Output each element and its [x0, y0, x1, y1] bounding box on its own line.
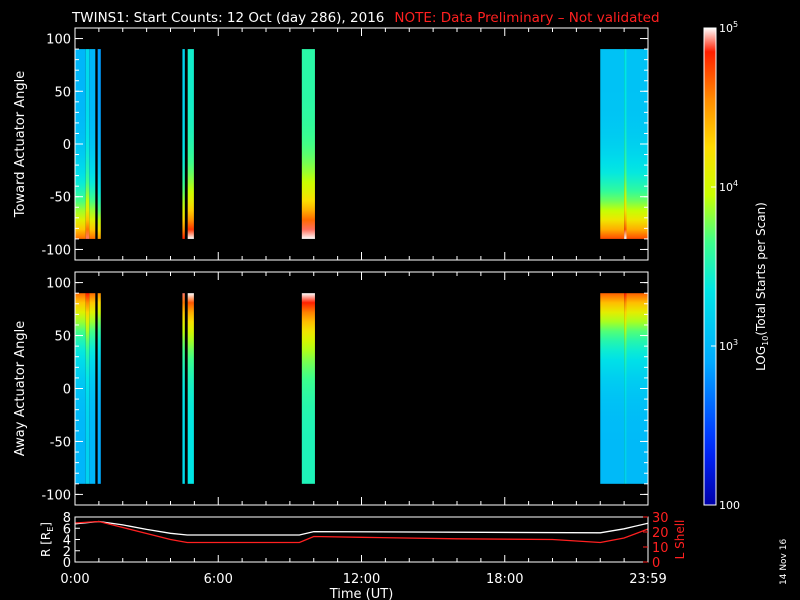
heatmap-segment	[301, 293, 315, 484]
panel-frame	[74, 27, 649, 261]
heatmap-segment	[600, 293, 625, 484]
right-tick-label: 10	[652, 541, 669, 556]
heatmap-segment	[301, 49, 315, 239]
left-tick-label: 0	[63, 556, 71, 571]
heatmap-segment	[182, 293, 185, 484]
y-tick-label: 50	[54, 85, 71, 100]
colorbar-tick-label: 100	[719, 499, 740, 512]
y-tick-label: 100	[46, 277, 71, 292]
heatmap-segment	[187, 293, 194, 484]
date-stamp: 14 Nov 16	[779, 539, 789, 585]
colorbar	[703, 27, 717, 506]
lshell-line	[74, 520, 649, 544]
left-tick-label: 6	[63, 522, 71, 537]
right-tick-label: 20	[652, 526, 669, 541]
x-tick-label: 23:59	[629, 572, 666, 587]
heatmap-segment	[85, 49, 90, 239]
y-tick-label: -100	[41, 243, 71, 258]
left-tick-label: 8	[63, 511, 71, 526]
heatmap-segment	[624, 293, 627, 484]
x-tick-label: 6:00	[204, 572, 233, 587]
plot-title-main: TWINS1: Start Counts: 12 Oct (day 286), …	[71, 10, 384, 26]
colorbar-label: LOG10(Total Starts per Scan)	[754, 202, 770, 371]
radius-line	[74, 520, 649, 536]
y-tick-label: 0	[63, 383, 71, 398]
heatmap-segment	[97, 49, 101, 239]
y-tick-label: -100	[41, 488, 71, 503]
y-axis-label: Toward Actuator Angle	[13, 71, 28, 218]
heatmap-segment	[600, 49, 625, 239]
left-tick-label: 4	[63, 534, 71, 549]
x-tick-label: 18:00	[486, 572, 523, 587]
colorbar-tick-label: 104	[719, 179, 738, 194]
x-tick-label: 0:00	[60, 572, 89, 587]
heatmap-segment	[97, 293, 101, 484]
heatmap-segment	[89, 293, 96, 484]
lshell-axis-label: L Shell	[673, 520, 687, 560]
heatmap-segment	[624, 49, 627, 239]
x-tick-label: 12:00	[343, 572, 380, 587]
y-axis-label: Away Actuator Angle	[13, 321, 28, 456]
heatmap-segment	[85, 293, 90, 484]
radius-axis-label: R [RE]	[39, 522, 55, 557]
right-tick-label: 0	[652, 556, 660, 571]
heatmap-segment	[187, 49, 194, 239]
colorbar-tick-label: 105	[719, 20, 738, 35]
panel-frame	[74, 271, 649, 506]
heatmap-segment	[626, 293, 648, 484]
heatmap-segment	[89, 49, 96, 239]
colorbar-tick-label: 103	[719, 338, 738, 353]
y-tick-label: -50	[50, 435, 71, 450]
preliminary-note: NOTE: Data Preliminary – Not validated	[394, 10, 659, 26]
x-axis-label: Time (UT)	[329, 587, 394, 600]
y-tick-label: 50	[54, 330, 71, 345]
y-tick-label: -50	[50, 191, 71, 206]
heatmap-segment	[626, 49, 648, 239]
left-tick-label: 2	[63, 545, 71, 560]
heatmap-segment	[182, 49, 185, 239]
y-tick-label: 100	[46, 33, 71, 48]
y-tick-label: 0	[63, 138, 71, 153]
right-tick-label: 30	[652, 511, 669, 526]
plot-title: TWINS1: Start Counts: 12 Oct (day 286), …	[71, 10, 660, 26]
